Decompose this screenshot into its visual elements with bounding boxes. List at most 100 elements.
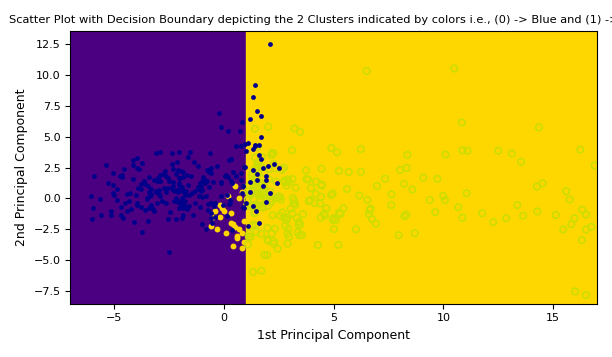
Point	[532, 208, 542, 214]
Point	[283, 177, 293, 182]
Point	[270, 166, 280, 171]
Point	[249, 210, 259, 216]
Point	[586, 224, 596, 230]
Point	[252, 175, 262, 181]
Point	[131, 192, 141, 198]
Point	[259, 190, 269, 196]
Point	[257, 154, 267, 160]
Point	[408, 187, 417, 192]
Point	[254, 202, 264, 208]
Point	[101, 162, 111, 168]
Point	[161, 189, 171, 195]
Point	[581, 212, 591, 217]
Point	[196, 221, 206, 227]
Point	[263, 203, 272, 209]
Point	[215, 214, 225, 220]
Point	[222, 230, 231, 236]
Point	[372, 183, 382, 189]
Point	[146, 202, 155, 207]
Point	[216, 124, 226, 130]
Point	[316, 181, 326, 187]
Point	[294, 219, 304, 225]
Point	[362, 197, 372, 203]
Point	[248, 146, 258, 152]
Point	[217, 206, 226, 211]
Point	[190, 188, 200, 194]
Point	[146, 192, 155, 197]
Point	[238, 183, 248, 189]
Point	[259, 183, 269, 189]
Point	[245, 116, 255, 122]
Point	[266, 152, 276, 158]
Point	[184, 203, 193, 209]
Point	[208, 214, 218, 220]
Point	[237, 119, 247, 125]
Point	[240, 141, 250, 147]
Point	[212, 164, 222, 169]
Point	[155, 150, 165, 155]
Point	[231, 143, 241, 149]
Point	[252, 171, 262, 177]
Point	[246, 203, 256, 208]
Point	[230, 183, 240, 189]
Point	[118, 216, 128, 221]
Point	[258, 205, 268, 211]
Point	[136, 187, 146, 192]
Point	[248, 222, 258, 228]
Point	[274, 193, 283, 199]
Point	[226, 178, 236, 184]
Point	[242, 203, 252, 208]
Point	[362, 68, 371, 74]
Point	[419, 175, 428, 180]
Point	[224, 157, 234, 163]
Point	[184, 192, 194, 197]
Point	[518, 213, 528, 218]
Point	[292, 215, 302, 221]
Point	[239, 239, 248, 245]
Point	[196, 194, 206, 200]
Point	[280, 223, 290, 229]
Point	[165, 209, 174, 215]
Point	[315, 201, 325, 206]
Point	[220, 174, 230, 179]
Point	[243, 197, 253, 202]
Point	[132, 201, 142, 206]
Point	[394, 232, 404, 238]
X-axis label: 1st Principal Component: 1st Principal Component	[257, 329, 410, 342]
Point	[146, 186, 156, 191]
Point	[163, 176, 173, 181]
Point	[206, 165, 216, 171]
Point	[261, 198, 271, 204]
Point	[334, 242, 343, 248]
Point	[194, 193, 204, 199]
Point	[257, 190, 267, 196]
Point	[440, 197, 450, 203]
Point	[216, 180, 226, 186]
Point	[233, 233, 242, 238]
Point	[185, 174, 195, 179]
Point	[178, 188, 188, 194]
Point	[265, 196, 275, 202]
Point	[201, 226, 211, 231]
Point	[243, 223, 253, 228]
Point	[243, 188, 253, 194]
Point	[204, 184, 214, 190]
Point	[234, 227, 244, 232]
Point	[266, 200, 275, 205]
Point	[128, 177, 138, 182]
Point	[239, 204, 248, 210]
Point	[177, 195, 187, 201]
Point	[106, 208, 116, 213]
Point	[196, 187, 206, 193]
Point	[181, 188, 190, 194]
Point	[144, 189, 154, 195]
Point	[138, 160, 147, 166]
Point	[241, 149, 251, 154]
Point	[177, 216, 187, 221]
Point	[254, 152, 264, 158]
Point	[239, 164, 249, 170]
Point	[567, 221, 577, 227]
Point	[147, 206, 157, 212]
Point	[174, 175, 184, 180]
Point	[280, 180, 289, 185]
